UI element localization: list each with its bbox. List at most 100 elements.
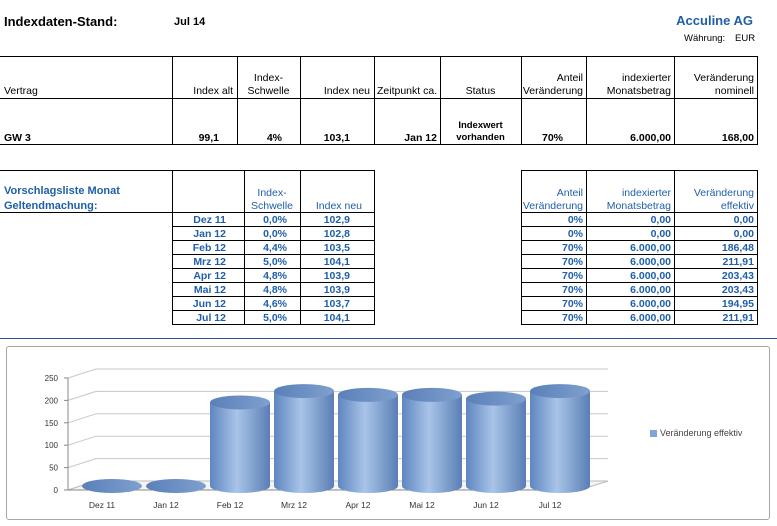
bar-top — [466, 391, 526, 406]
table-divider — [300, 56, 301, 145]
table-border — [0, 56, 757, 57]
cell-vertrag: GW 3 — [4, 132, 31, 144]
table-border — [0, 170, 375, 171]
row-divider — [172, 296, 375, 297]
table-divider — [300, 170, 301, 325]
table-divider — [586, 170, 587, 325]
bar-top — [338, 387, 398, 402]
currency-value: EUR — [735, 33, 756, 44]
bar-feb-12 — [210, 402, 270, 493]
x-tick-label: Feb 12 — [217, 500, 244, 510]
col-header-indexierter: indexierter — [621, 187, 671, 199]
row-divider — [172, 282, 375, 283]
cell-month: Feb 12 — [192, 242, 226, 254]
table-border — [0, 98, 757, 99]
row-divider — [521, 226, 757, 227]
cell-anteil: 70% — [561, 242, 583, 254]
cell-anteil: 70% — [561, 284, 583, 296]
col-header-indexierter: Monatsbetrag — [606, 85, 671, 97]
cell-month: Mrz 12 — [193, 256, 226, 268]
table-divider — [757, 56, 758, 145]
table-divider — [521, 56, 522, 145]
cell-anteil: 70% — [561, 298, 583, 310]
cell-index: 103,5 — [323, 242, 350, 254]
cell-betrag: 0,00 — [650, 214, 671, 226]
cell-effektiv: 0,00 — [733, 214, 754, 226]
row-divider — [172, 324, 375, 325]
cell-index-schwelle: 4% — [266, 132, 282, 144]
cell-month: Mai 12 — [193, 284, 226, 296]
cell-schwelle: 4,6% — [263, 298, 287, 310]
bar-mrz-12 — [274, 391, 334, 493]
table-divider — [674, 170, 675, 325]
cell-status: Indexwert — [458, 120, 503, 131]
bar-top — [82, 479, 142, 493]
gridline — [67, 390, 97, 401]
cell-schwelle: 0,0% — [263, 228, 287, 240]
y-tick-label: 50 — [49, 464, 58, 473]
cell-index: 103,9 — [323, 270, 350, 282]
table-border — [0, 212, 375, 213]
x-tick-label: Mai 12 — [409, 500, 435, 510]
legend-swatch — [650, 430, 657, 437]
cell-indexierter: 6.000,00 — [630, 132, 671, 144]
row-divider — [172, 254, 375, 255]
table-divider — [237, 56, 238, 145]
cell-anteil: 70% — [561, 312, 583, 324]
col-header-index-schwelle: Index- — [253, 72, 284, 84]
page-title: Indexdaten-Stand: — [4, 14, 118, 29]
y-tick-label: 150 — [45, 419, 59, 428]
row-divider — [521, 310, 757, 311]
col-header-index-neu: Index neu — [315, 200, 362, 212]
gridline — [67, 458, 97, 469]
index-date: Jul 14 — [174, 16, 206, 28]
x-tick-label: Dez 11 — [89, 500, 116, 510]
col-header-veraenderung: Veränderung — [693, 187, 754, 199]
cell-schwelle: 4,8% — [263, 270, 287, 282]
proposal-title: Vorschlagsliste Monat — [4, 185, 120, 197]
row-divider — [521, 282, 757, 283]
col-header-status: Status — [465, 85, 496, 97]
table-border — [0, 144, 757, 145]
cell-effektiv: 211,91 — [722, 312, 754, 324]
cell-anteil: 0% — [567, 214, 583, 226]
table-divider — [374, 56, 375, 145]
cell-index: 104,1 — [323, 256, 350, 268]
col-header-anteil: Veränderung — [522, 85, 583, 97]
cell-index: 103,7 — [323, 298, 350, 310]
bar-mai-12 — [402, 394, 462, 493]
col-header-schwelle: Index- — [257, 187, 287, 199]
y-tick-label: 0 — [54, 486, 59, 495]
cell-betrag: 6.000,00 — [630, 242, 671, 254]
cell-effektiv: 194,95 — [721, 298, 754, 310]
cell-schwelle: 0,0% — [263, 214, 287, 226]
x-tick-label: Jan 12 — [153, 500, 179, 510]
cell-month: Apr 12 — [193, 270, 226, 282]
x-tick-label: Jul 12 — [539, 500, 562, 510]
row-divider — [521, 254, 757, 255]
row-divider — [521, 324, 757, 325]
row-divider — [521, 268, 757, 269]
cell-index: 103,9 — [323, 284, 350, 296]
y-tick-label: 250 — [45, 374, 59, 383]
cell-index: 104,1 — [323, 312, 350, 324]
bar-apr-12 — [338, 394, 398, 493]
row-divider — [172, 268, 375, 269]
col-header-vertrag: Vertrag — [4, 85, 38, 97]
cell-betrag: 0,00 — [650, 228, 671, 240]
col-header-veraenderung: effektiv — [720, 200, 754, 212]
row-divider — [521, 296, 757, 297]
col-header-index-alt: Index alt — [193, 85, 233, 97]
table-border — [521, 212, 757, 213]
proposal-title: Geltendmachung: — [4, 200, 98, 212]
bar-top — [274, 384, 334, 399]
col-header-zeitpunkt: Zeitpunkt ca. — [377, 85, 438, 97]
cell-anteil: 70% — [561, 256, 583, 268]
company-name: Acculine AG — [676, 13, 753, 28]
cell-schwelle: 4,8% — [263, 284, 287, 296]
table-divider — [244, 170, 245, 325]
cell-month: Jun 12 — [192, 298, 226, 310]
cell-index-alt: 99,1 — [198, 132, 219, 144]
cell-month: Jul 12 — [196, 312, 226, 324]
